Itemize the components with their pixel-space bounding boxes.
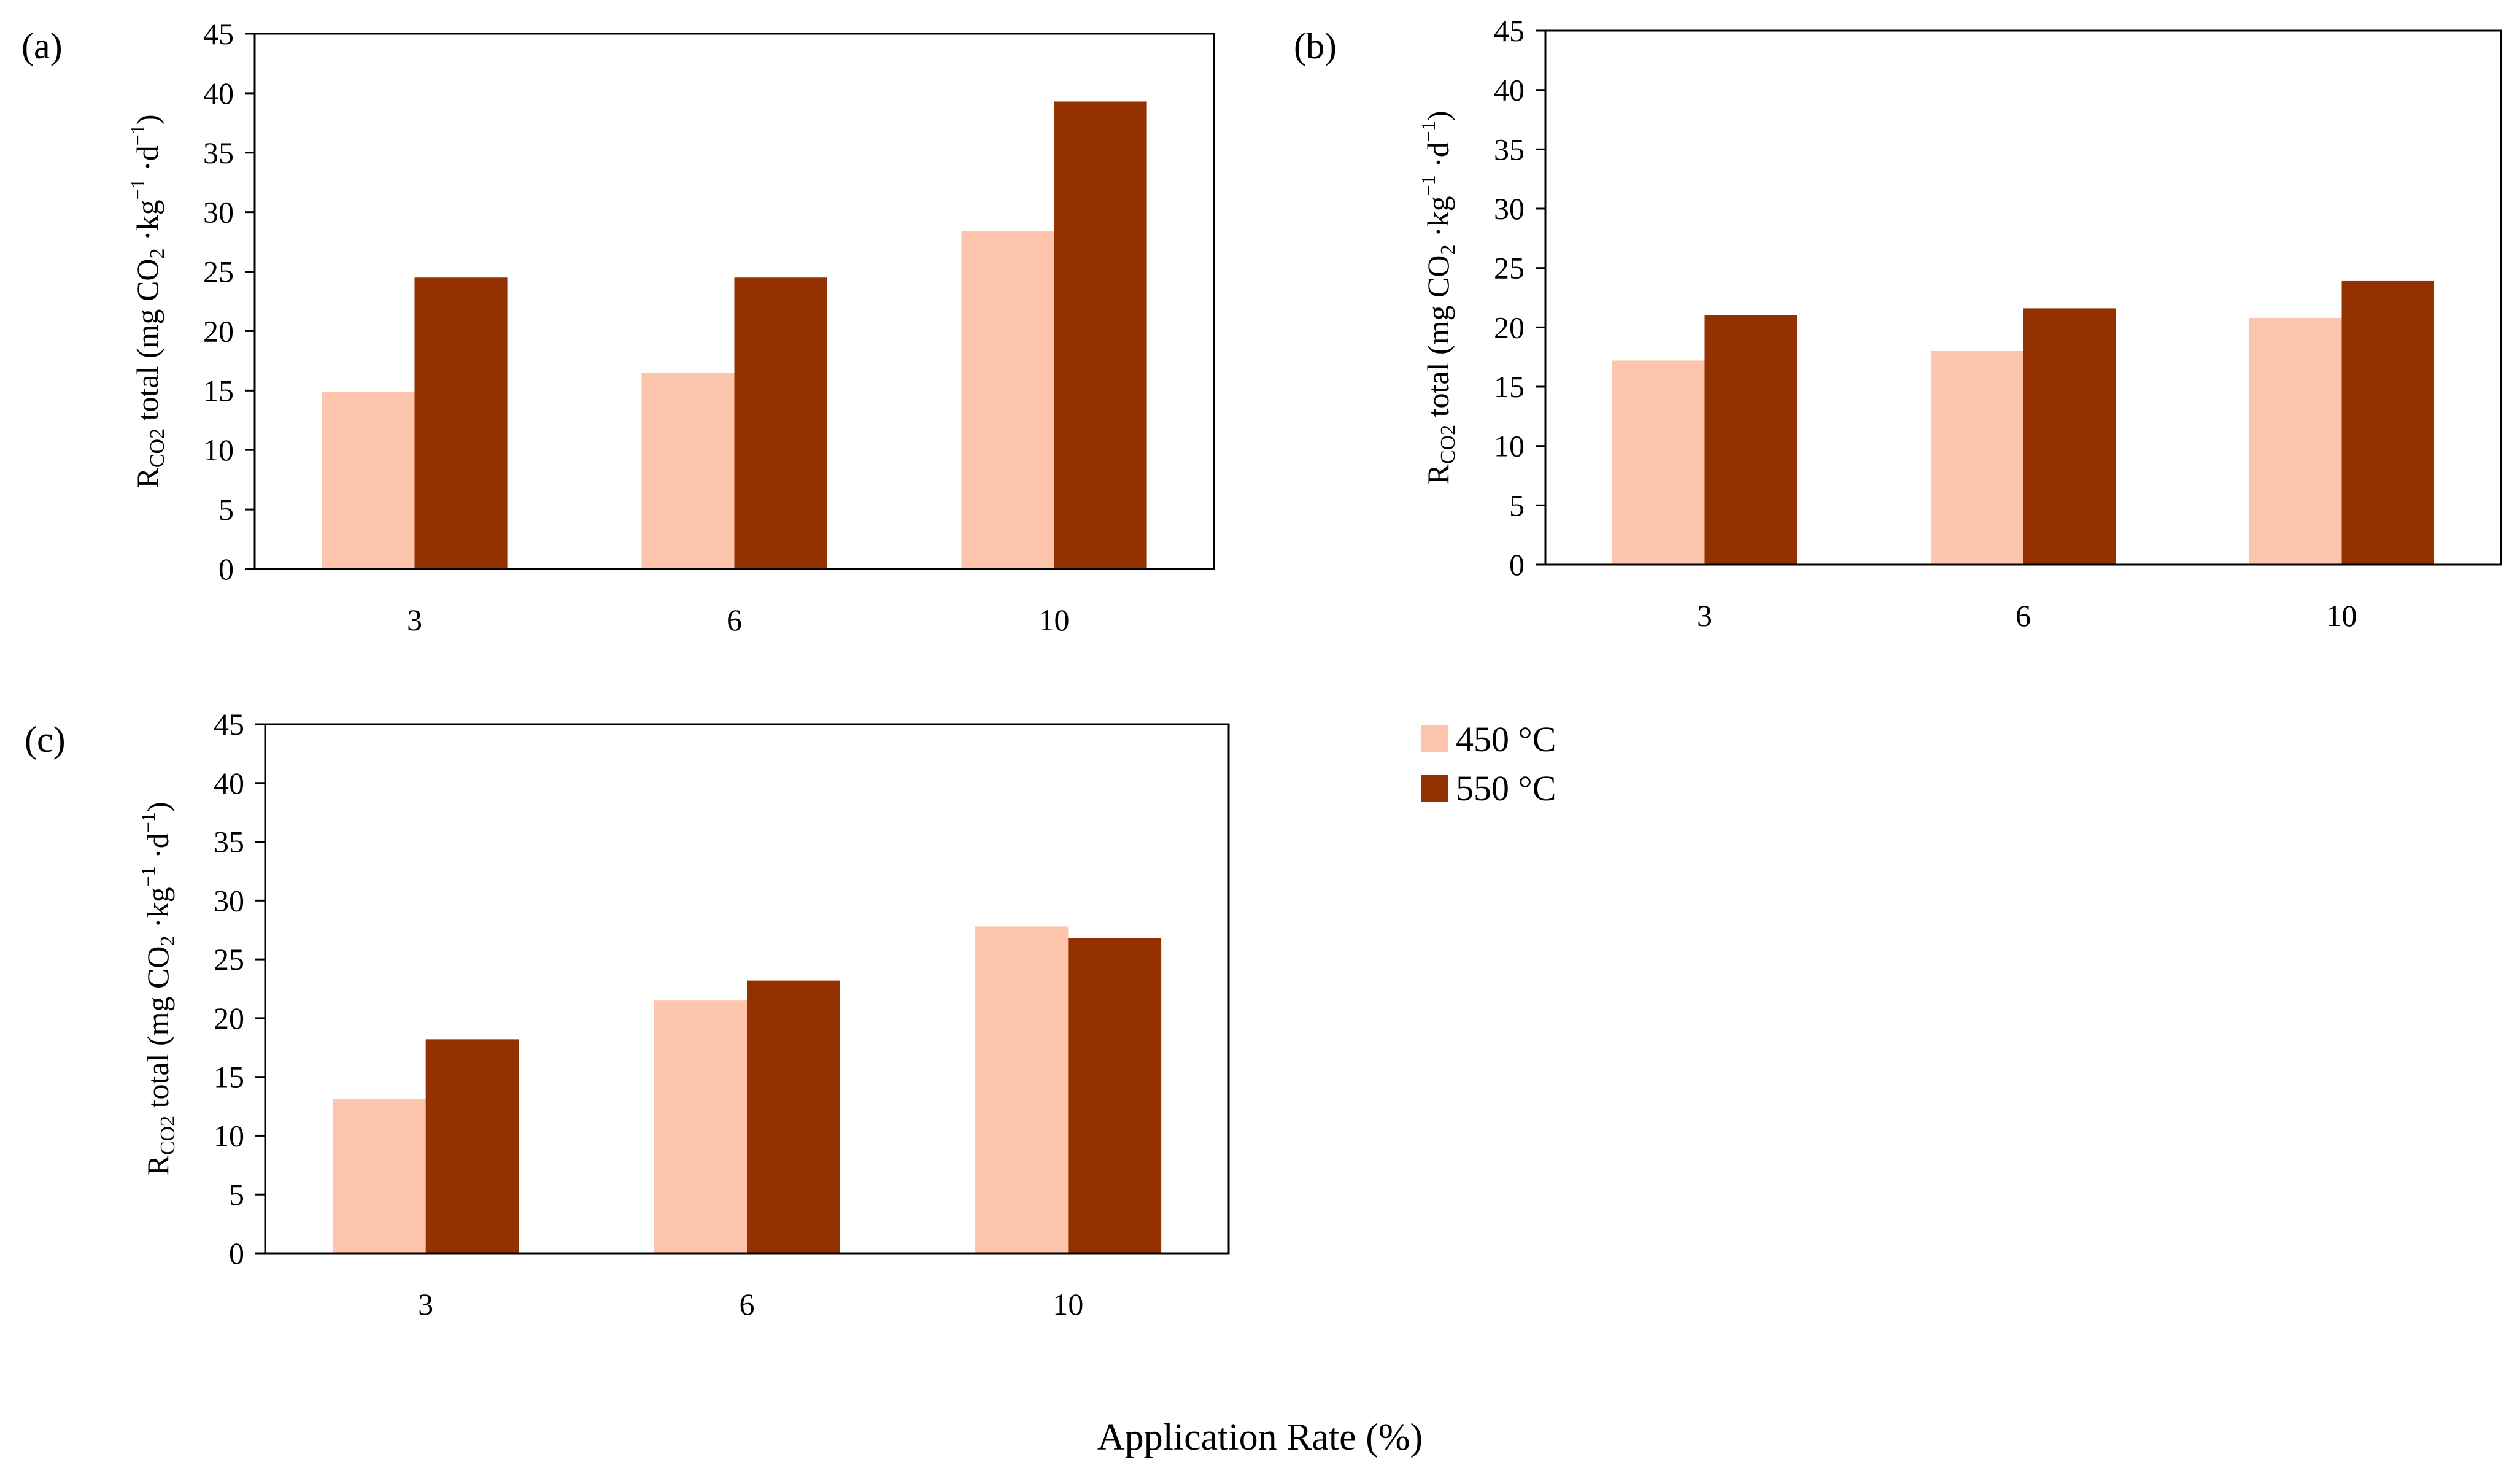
x-tick-label: 6 [727,603,742,637]
y-tick-label: 40 [1494,73,1525,107]
legend: 450 °C 550 °C [1421,719,1556,808]
y-tick-label: 25 [1494,251,1525,285]
y-tick-label: 5 [218,492,234,527]
bar-550-rate-6 [2023,308,2116,565]
bar-550-rate-10 [1054,101,1147,569]
bar-550-rate-6 [747,980,840,1253]
y-tick-label: 30 [214,883,244,918]
y-tick-label: 0 [218,552,234,586]
legend-label-450: 450 °C [1456,719,1556,759]
y-tick-label: 20 [1494,310,1525,344]
y-tick-label: 5 [229,1177,244,1212]
y-axis-title: RCO2 total (mg CO2 ·kg−1 ·d−1) [126,114,169,488]
panel-label: (c) [25,719,66,760]
chart-panel-3: 0 5 10 15 20 25 30 35 40 45 3 6 10 (c) RCO2 total (mg … [25,707,1230,1321]
y-tick-label: 0 [229,1236,244,1270]
x-tick-label: 6 [2016,598,2031,633]
y-tick-label: 30 [1494,191,1525,226]
y-tick-label: 10 [1494,429,1525,463]
bar-550-rate-10 [2341,280,2435,565]
y-tick-label: 10 [203,433,234,467]
bar-450-rate-3 [332,1099,426,1253]
legend-label-550: 550 °C [1456,768,1556,808]
bar-450-rate-3 [322,392,415,569]
bar-550-rate-3 [414,277,508,569]
x-tick-label: 10 [2327,598,2357,633]
y-tick-label: 20 [214,1001,244,1035]
bar-550-rate-6 [734,277,827,569]
y-tick-label: 40 [203,76,234,110]
x-tick-label: 3 [418,1287,433,1321]
x-tick-label: 3 [407,603,422,637]
y-tick-label: 45 [214,707,244,741]
y-tick-label: 15 [214,1060,244,1094]
bar-550-rate-10 [1068,938,1162,1253]
x-tick-label: 6 [740,1287,755,1321]
bar-450-rate-3 [1612,360,1705,565]
legend-swatch-550 [1421,775,1448,802]
chart-panel-2: 0 5 10 15 20 25 30 35 40 45 3 6 10 (b) RCO2 total (mg … [1294,14,2502,633]
bar-550-rate-3 [1704,315,1798,565]
bar-450-rate-10 [961,231,1054,569]
y-tick-label: 20 [203,314,234,348]
y-axis-title: RCO2 total (mg CO2 ·kg−1 ·d−1) [1417,110,1459,484]
panel-label: (b) [1294,26,1337,66]
x-axis-title: Application Rate (%) [1097,1417,1423,1458]
bar-450-rate-10 [975,926,1069,1253]
y-tick-label: 0 [1509,547,1525,582]
y-tick-label: 35 [203,136,234,170]
bar-450-rate-6 [1930,351,2023,565]
y-tick-label: 40 [214,766,244,800]
y-tick-label: 10 [214,1118,244,1153]
x-tick-label: 10 [1053,1287,1083,1321]
y-tick-label: 15 [1494,369,1525,404]
x-tick-label: 3 [1697,598,1712,633]
y-tick-label: 35 [1494,132,1525,166]
legend-swatch-450 [1421,725,1448,752]
y-tick-label: 25 [214,942,244,976]
y-tick-label: 5 [1509,488,1525,522]
bar-450-rate-10 [2249,317,2342,565]
y-tick-label: 25 [203,255,234,289]
chart-panel-1: 0 5 10 15 20 25 30 35 40 45 3 6 10 (a) RCO2 total (mg … [21,17,1215,637]
y-tick-label: 45 [1494,14,1525,48]
y-tick-label: 45 [203,17,234,51]
y-axis-title: RCO2 total (mg CO2 ·kg−1 ·d−1) [137,802,179,1175]
panel-label: (a) [21,26,63,66]
bar-550-rate-3 [425,1039,519,1253]
bar-450-rate-6 [654,1000,747,1253]
y-tick-label: 35 [214,825,244,859]
y-tick-label: 30 [203,195,234,230]
y-tick-label: 15 [203,373,234,408]
x-tick-label: 10 [1039,603,1070,637]
bar-450-rate-6 [641,373,735,569]
